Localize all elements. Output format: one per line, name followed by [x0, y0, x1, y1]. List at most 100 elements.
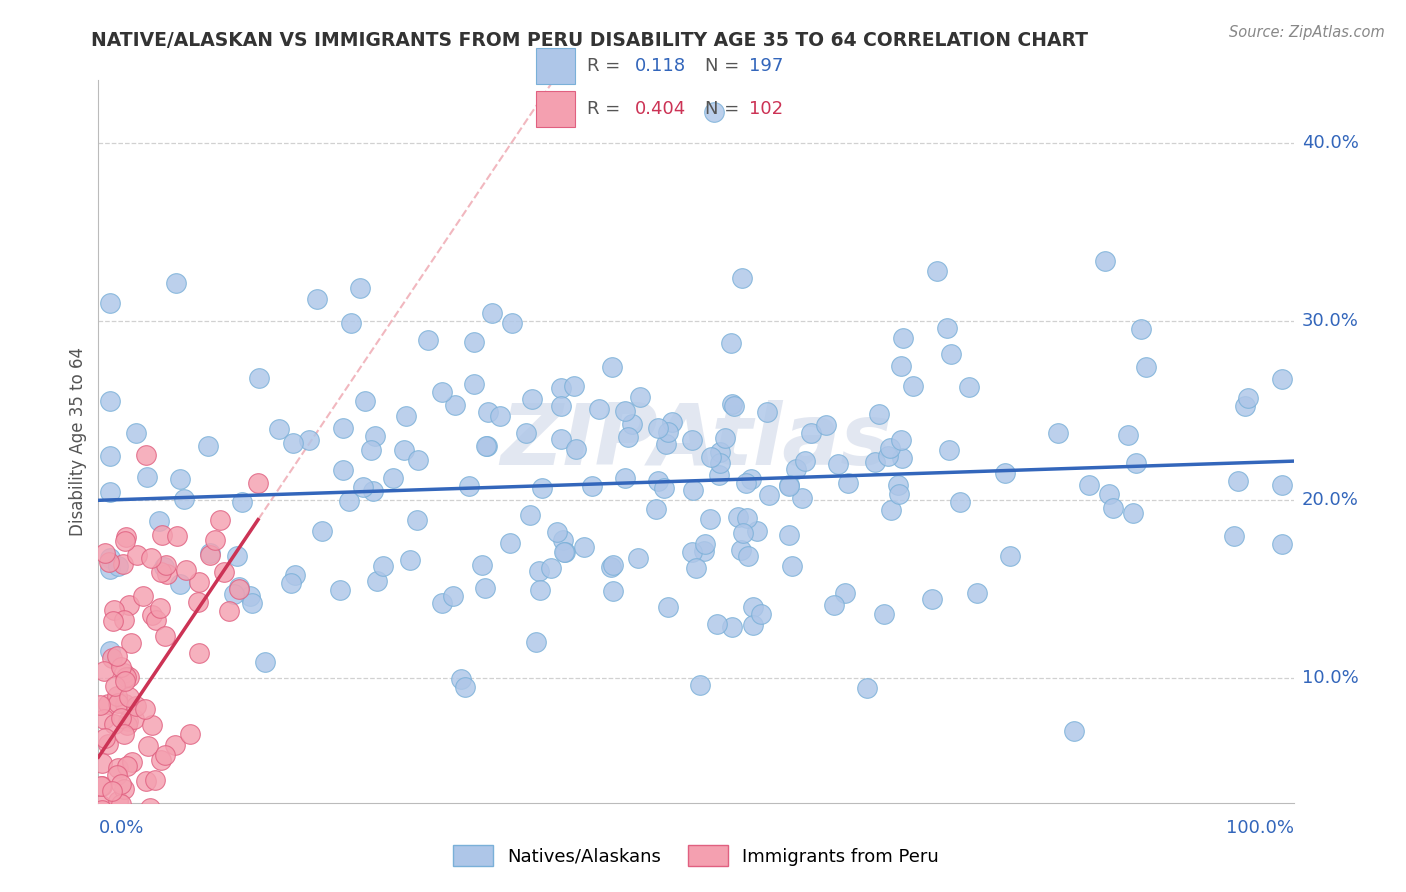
Point	[727, 509, 749, 524]
Point	[97, 737, 120, 751]
Point	[588, 401, 610, 416]
Point	[706, 617, 728, 632]
Point	[149, 601, 172, 615]
Point	[890, 359, 912, 373]
Point	[125, 426, 148, 441]
Point	[1130, 322, 1153, 336]
Text: NATIVE/ALASKAN VS IMMIGRANTS FROM PERU DISABILITY AGE 35 TO 64 CORRELATION CHART: NATIVE/ALASKAN VS IMMIGRANTS FROM PERU D…	[91, 31, 1088, 50]
Point	[247, 476, 270, 491]
Point	[699, 511, 721, 525]
Point	[685, 561, 707, 575]
Point	[125, 699, 148, 714]
Point	[105, 689, 128, 703]
Point	[298, 433, 321, 447]
Point	[749, 607, 772, 621]
Point	[647, 475, 669, 489]
Point	[901, 379, 924, 393]
Point	[925, 264, 948, 278]
Point	[709, 468, 731, 483]
Point	[406, 452, 429, 467]
Point	[432, 384, 454, 399]
Point	[1233, 399, 1256, 413]
Point	[101, 650, 124, 665]
Point	[122, 712, 145, 726]
Point	[91, 803, 114, 817]
Point	[114, 697, 136, 711]
Point	[628, 390, 651, 404]
Point	[395, 409, 418, 423]
Point	[720, 396, 742, 410]
Point	[352, 479, 374, 493]
Point	[332, 463, 354, 477]
Point	[741, 600, 763, 615]
Point	[186, 595, 208, 609]
Point	[145, 613, 167, 627]
Point	[253, 656, 276, 670]
Point	[114, 533, 136, 548]
Point	[526, 635, 548, 649]
Point	[93, 664, 115, 678]
Point	[96, 814, 118, 828]
Point	[163, 738, 186, 752]
Point	[778, 528, 800, 542]
Point	[373, 559, 395, 574]
Point	[957, 380, 980, 394]
Point	[136, 469, 159, 483]
Point	[107, 767, 129, 781]
Point	[280, 575, 302, 590]
Point	[721, 620, 744, 634]
Point	[714, 431, 737, 445]
Point	[110, 659, 132, 673]
Point	[600, 359, 623, 374]
Point	[112, 726, 135, 740]
Point	[153, 629, 176, 643]
Text: N =: N =	[706, 57, 745, 75]
Point	[627, 550, 650, 565]
Point	[98, 644, 122, 658]
Point	[778, 478, 800, 492]
Point	[613, 471, 636, 485]
Point	[141, 550, 163, 565]
Point	[110, 797, 132, 811]
Point	[880, 503, 903, 517]
Point	[226, 549, 249, 563]
Point	[197, 439, 219, 453]
Point	[110, 777, 132, 791]
Point	[135, 773, 157, 788]
Point	[863, 455, 886, 469]
Point	[814, 417, 837, 432]
Point	[110, 711, 132, 725]
Point	[1063, 724, 1085, 739]
Point	[443, 589, 465, 603]
Point	[366, 574, 388, 589]
Point	[228, 582, 250, 596]
Point	[98, 550, 122, 565]
Point	[454, 681, 477, 695]
Point	[1271, 372, 1294, 386]
Text: 0.404: 0.404	[634, 100, 686, 119]
Point	[200, 548, 222, 562]
Point	[187, 646, 209, 660]
Point	[735, 476, 758, 491]
Point	[620, 417, 643, 432]
Point	[149, 753, 172, 767]
Point	[118, 670, 141, 684]
Point	[107, 559, 129, 574]
Point	[382, 471, 405, 485]
Point	[139, 800, 162, 814]
Point	[657, 425, 679, 439]
Point	[572, 540, 595, 554]
Point	[443, 398, 465, 412]
Point	[938, 443, 960, 458]
Point	[890, 451, 912, 466]
Point	[204, 533, 226, 547]
Point	[169, 577, 191, 591]
Point	[155, 558, 177, 573]
Point	[735, 511, 758, 525]
Point	[89, 811, 111, 825]
Point	[891, 331, 914, 345]
Point	[661, 415, 683, 429]
Point	[155, 567, 177, 582]
Text: ZIPAtlas: ZIPAtlas	[501, 400, 891, 483]
Point	[141, 718, 163, 732]
